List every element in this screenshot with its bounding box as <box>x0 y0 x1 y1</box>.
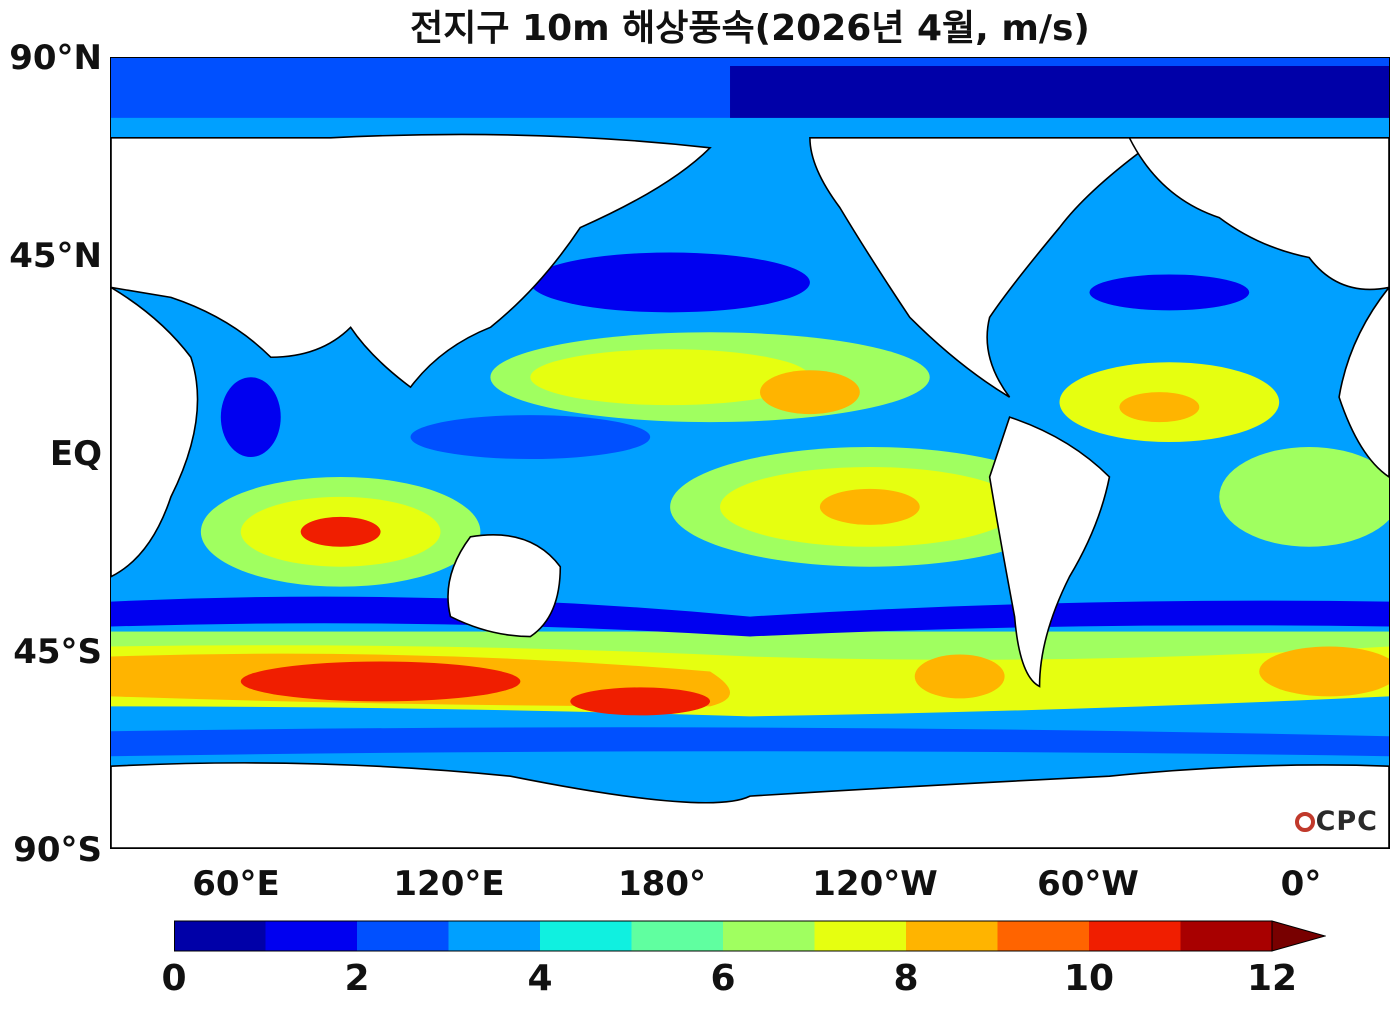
colorbar-segment <box>631 921 724 951</box>
lon-label-0: 0° <box>1280 864 1322 904</box>
lat-label-90s: 90°S <box>13 830 102 870</box>
north-pacific-calm <box>530 252 810 313</box>
lon-label-120w: 120°W <box>812 864 938 904</box>
colorbar <box>174 920 1326 952</box>
logo-mark-icon <box>1294 811 1315 832</box>
colorbar-label-0: 0 <box>161 958 187 999</box>
colorbar-segment <box>814 921 907 951</box>
colorbar-border <box>174 920 1273 952</box>
logo-text: CPC <box>1315 806 1378 837</box>
colorbar-label-4: 4 <box>527 958 553 999</box>
australia <box>447 534 562 638</box>
colorbar-label-12: 12 <box>1246 958 1298 999</box>
north-pacific-trade-max <box>759 370 860 415</box>
colorbar-segment <box>1180 921 1273 951</box>
land-masses <box>111 133 1389 848</box>
eurasia <box>111 133 712 389</box>
colorbar-label-8: 8 <box>893 958 919 999</box>
colorbar-segment <box>448 921 541 951</box>
southern-max-10 <box>240 661 521 702</box>
wind-speed-map <box>110 57 1390 849</box>
colorbar-label-10: 10 <box>1063 958 1115 999</box>
lon-label-120e: 120°E <box>393 864 505 904</box>
colorbar-segment <box>997 921 1090 951</box>
cpc-logo: CPC <box>1294 806 1378 837</box>
lat-label-eq: EQ <box>49 434 102 474</box>
north-america <box>809 137 1162 398</box>
north-atlantic-calm <box>1089 274 1250 311</box>
south-pacific-high <box>914 654 1005 699</box>
antarctica <box>111 762 1389 848</box>
indian-trade-max <box>300 516 381 547</box>
colorbar-segment <box>906 921 998 951</box>
africa-west <box>1338 286 1389 478</box>
lat-label-45n: 45°N <box>9 236 102 276</box>
colorbar-label-2: 2 <box>344 958 370 999</box>
antarctic-calm-band <box>111 727 1389 757</box>
colorbar-label-6: 6 <box>710 958 736 999</box>
lon-label-60e: 60°E <box>192 864 280 904</box>
lon-label-60w: 60°W <box>1037 864 1139 904</box>
arabian-sea-calm <box>220 377 281 457</box>
colorbar-segment <box>540 921 632 951</box>
southern-max-10b <box>570 687 711 716</box>
colorbar-extend-arrow <box>1271 920 1326 952</box>
south-atlantic-high <box>1259 646 1389 697</box>
arctic-calm-area <box>730 65 1389 118</box>
europe-greenland <box>1128 137 1389 291</box>
warm-pool-calm <box>410 415 651 459</box>
lon-label-180: 180° <box>618 864 706 904</box>
africa-east <box>111 286 199 578</box>
lat-label-45s: 45°S <box>13 632 102 672</box>
colorbar-segment <box>723 921 815 951</box>
colorbar-segment <box>174 921 266 951</box>
map-title: 전지구 10m 해상풍속(2026년 4월, m/s) <box>410 8 1090 49</box>
south-pacific-trade-max <box>819 488 920 525</box>
south-america <box>988 416 1111 688</box>
south-atlantic-trade <box>1219 447 1389 547</box>
colorbar-segment <box>357 921 449 951</box>
colorbar-segment <box>1089 921 1181 951</box>
lat-label-90n: 90°N <box>9 38 102 78</box>
north-atlantic-trade-max <box>1119 392 1200 423</box>
colorbar-segment <box>265 921 358 951</box>
north-pacific-trade-core <box>530 349 810 406</box>
map-canvas <box>111 58 1389 848</box>
